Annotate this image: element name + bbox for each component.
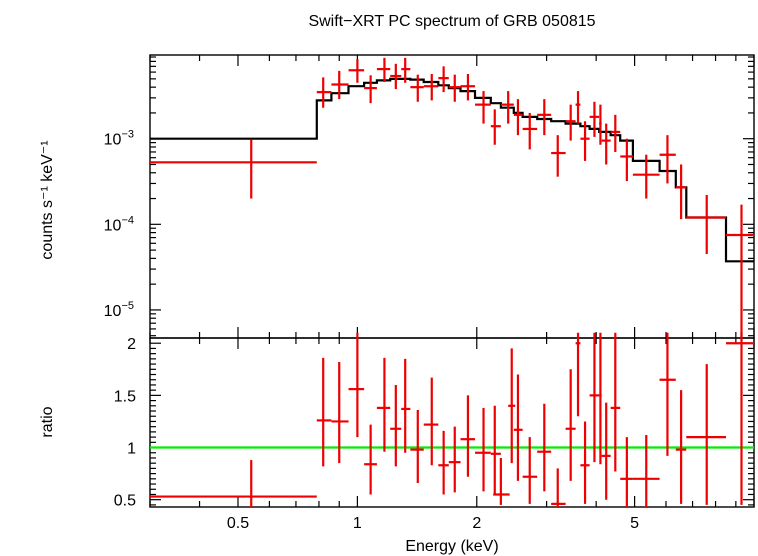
ratio-axis-ticks	[149, 338, 755, 507]
spectrum-data-points	[150, 57, 754, 338]
chart-title: Swift−XRT PC spectrum of GRB 050815	[308, 13, 595, 30]
model-step-path	[150, 77, 754, 263]
ratio-panel: 2 1.5 1 0.5 0.5 1 2 5 ratio Energy (keV)	[39, 332, 755, 555]
y-tick-label: 10−3	[104, 129, 134, 149]
y-tick-label: 1.5	[114, 388, 136, 405]
y-tick-label: 10−5	[104, 300, 134, 320]
spectrum-y-axis-label: counts s⁻¹ keV⁻¹	[39, 140, 56, 259]
model-step-curve	[150, 77, 754, 263]
spectrum-plot-frame	[149, 54, 755, 339]
spectrum-axis-ticks	[149, 55, 755, 338]
y-tick-label: 10−4	[104, 214, 134, 234]
ratio-data-points	[150, 332, 754, 507]
y-tick-label: 2	[127, 336, 136, 353]
ratio-y-axis-label: ratio	[39, 406, 56, 437]
spectrum-y-tick-labels: 10−3 10−4 10−5	[104, 129, 134, 320]
x-axis-label: Energy (keV)	[405, 538, 498, 555]
x-tick-labels: 0.5 1 2 5	[227, 515, 639, 532]
ratio-y-tick-labels: 2 1.5 1 0.5	[114, 336, 136, 509]
x-tick-label: 0.5	[227, 515, 249, 532]
x-tick-label: 1	[353, 515, 362, 532]
y-tick-label: 0.5	[114, 493, 136, 510]
spectrum-panel: 10−3 10−4 10−5 counts s⁻¹ keV⁻¹	[39, 54, 755, 339]
x-tick-label: 5	[630, 515, 639, 532]
x-tick-label: 2	[472, 515, 481, 532]
ratio-plot-frame	[149, 337, 755, 508]
y-tick-label: 1	[127, 441, 136, 458]
